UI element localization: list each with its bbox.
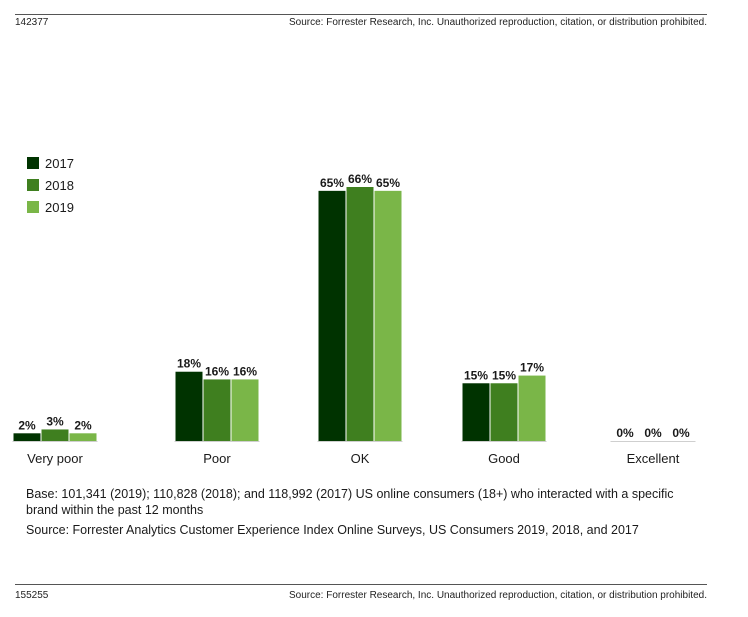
bar-very-poor-2017 xyxy=(13,433,41,441)
bar-ok-2017 xyxy=(318,190,346,441)
header-id: 142377 xyxy=(15,17,49,28)
data-label: 0% xyxy=(672,426,690,440)
data-label: 66% xyxy=(348,172,372,186)
data-label: 2% xyxy=(18,418,36,432)
data-label: 16% xyxy=(233,364,257,378)
bar-ok-2019 xyxy=(374,190,402,441)
data-label: 15% xyxy=(464,368,488,382)
data-label: 2% xyxy=(74,418,92,432)
bar-poor-2018 xyxy=(203,379,231,441)
bar-good-2018 xyxy=(490,383,518,441)
bar-poor-2017 xyxy=(175,371,203,441)
legend-item-2019: 2019 xyxy=(27,196,74,218)
bar-very-poor-2019 xyxy=(69,433,97,441)
data-label: 65% xyxy=(376,176,400,190)
bar-good-2017 xyxy=(462,383,490,441)
source-note: Source: Forrester Analytics Customer Exp… xyxy=(26,523,639,537)
footer-rule xyxy=(15,584,707,585)
legend-item-2018: 2018 xyxy=(27,174,74,196)
footer-source: Source: Forrester Research, Inc. Unautho… xyxy=(289,590,707,601)
bar-good-2019 xyxy=(518,375,546,441)
legend-label-2017: 2017 xyxy=(45,155,74,171)
legend-swatch-2018 xyxy=(27,179,39,191)
category-label: Excellent xyxy=(627,451,680,466)
data-label: 17% xyxy=(520,361,544,375)
bar-chart: 2% 3% 2% Very poor 18% 16% 16% Poor 65% 66% 65% OK 1… xyxy=(12,172,696,466)
data-label: 15% xyxy=(492,368,516,382)
data-label: 0% xyxy=(644,426,662,440)
base-note: Base: 101,341 (2019); 110,828 (2018); an… xyxy=(26,487,674,517)
legend-item-2017: 2017 xyxy=(27,152,74,174)
data-label: 65% xyxy=(320,176,344,190)
header-source: Source: Forrester Research, Inc. Unautho… xyxy=(289,17,707,28)
footer-id: 155255 xyxy=(15,590,49,601)
legend-swatch-2017 xyxy=(27,157,39,169)
header-rule xyxy=(15,14,707,15)
data-label: 3% xyxy=(46,414,64,428)
bar-ok-2018 xyxy=(346,187,374,441)
data-label: 16% xyxy=(205,364,229,378)
category-label: OK xyxy=(351,451,370,466)
legend-swatch-2019 xyxy=(27,201,39,213)
bar-very-poor-2018 xyxy=(41,429,69,441)
category-label: Poor xyxy=(203,451,231,466)
category-label: Very poor xyxy=(27,451,83,466)
data-label: 0% xyxy=(616,426,634,440)
legend-label-2019: 2019 xyxy=(45,199,74,215)
data-label: 18% xyxy=(177,357,201,371)
bar-poor-2019 xyxy=(231,379,259,441)
legend-label-2018: 2018 xyxy=(45,177,74,193)
category-label: Good xyxy=(488,451,520,466)
chart-legend: 2017 2018 2019 xyxy=(27,152,74,218)
